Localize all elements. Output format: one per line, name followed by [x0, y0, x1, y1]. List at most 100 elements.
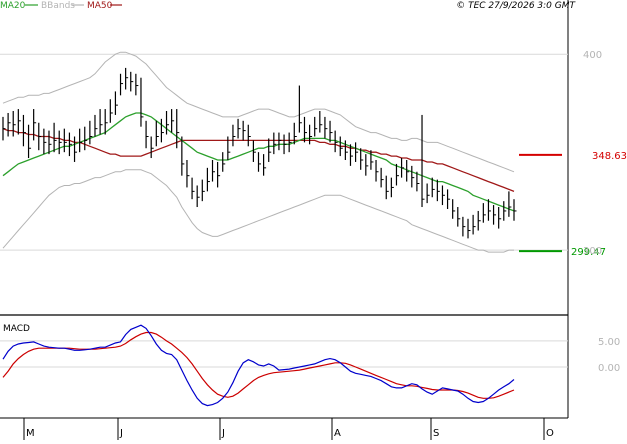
price-tick-label: 400 [583, 50, 602, 61]
month-label: J [119, 428, 123, 439]
price-bar [278, 132, 282, 151]
price-bar [467, 218, 471, 239]
price-bar [94, 114, 98, 137]
price-bar [452, 199, 456, 219]
price-bar [89, 120, 93, 145]
price-bar [268, 138, 272, 162]
price-bar [252, 140, 256, 162]
price-bar [426, 183, 430, 204]
price-bar [145, 120, 149, 149]
price-bar [73, 136, 78, 162]
price-bar [344, 140, 348, 160]
price-bar [181, 136, 185, 176]
bband-lower-line [2, 169, 514, 253]
price-bar [217, 161, 221, 188]
price-bar [125, 67, 129, 90]
price-bar [482, 203, 486, 223]
price-bar [109, 99, 113, 123]
price-bar [309, 124, 313, 145]
legend-ma20-label: MA20 [0, 1, 26, 11]
month-label: M [26, 428, 35, 439]
price-bar [257, 152, 261, 172]
price-bar [43, 128, 47, 155]
ma50-line [2, 127, 515, 193]
month-label: A [334, 428, 341, 439]
price-bar [114, 91, 118, 115]
price-bar [227, 136, 231, 160]
price-bar [33, 109, 37, 141]
price-bar [206, 167, 210, 192]
price-bar [171, 109, 175, 133]
price-bar [498, 207, 502, 229]
price-bar [165, 111, 170, 135]
price-bar [487, 199, 491, 221]
copyright-text: © TEC 27/9/2026 3:0 GMT [456, 1, 576, 11]
level-marker-label: 348.63 [592, 151, 627, 162]
price-bar [436, 179, 440, 202]
price-bar [421, 114, 425, 208]
price-bar [155, 120, 159, 147]
price-bar [472, 214, 476, 235]
price-bar [63, 128, 67, 153]
bband-upper-line [2, 51, 515, 173]
legend: MA20 BBands MA50 [0, 1, 122, 11]
price-bar [303, 116, 307, 143]
price-bar [232, 124, 236, 147]
price-bar [150, 136, 154, 159]
macd-tick-label: 5.00 [598, 337, 620, 348]
price-bar [58, 130, 62, 155]
month-label: J [221, 428, 225, 439]
ma20-line [2, 112, 515, 212]
macd-tick-label: 0.00 [598, 363, 620, 374]
price-bar [395, 163, 399, 186]
price-bar [140, 77, 144, 127]
price-bar [334, 130, 338, 153]
price-bar [400, 158, 405, 178]
price-bar [411, 165, 415, 188]
price-bar [99, 109, 103, 135]
price-bar [135, 73, 139, 96]
price-bar [160, 118, 164, 143]
price-bar [211, 160, 216, 182]
price-bar [339, 136, 343, 157]
price-bar [370, 150, 374, 170]
price-bar [104, 109, 108, 135]
price-bar [503, 201, 507, 221]
price-bar [79, 128, 83, 153]
price-bar [201, 179, 205, 202]
price-bar [68, 132, 72, 157]
price-bar [53, 122, 57, 153]
price-bar [84, 126, 88, 151]
price-bar [273, 132, 277, 155]
price-bar [298, 85, 302, 133]
price-bar [263, 154, 267, 176]
price-bar [176, 109, 180, 149]
month-label: O [546, 428, 554, 439]
price-bar [324, 116, 328, 139]
price-bar [17, 109, 21, 135]
price-bar [380, 167, 384, 188]
price-bar [319, 111, 323, 133]
price-bar [186, 160, 190, 188]
price-bar [191, 177, 195, 200]
price-bar [119, 73, 124, 96]
price-bar [242, 120, 246, 141]
price-bar [314, 116, 318, 137]
level-marker-label: 299.47 [571, 247, 606, 258]
macd-label: MACD [3, 324, 30, 334]
price-bar [7, 112, 11, 137]
price-bar [288, 132, 292, 153]
price-bar [446, 189, 451, 209]
price-bar [293, 122, 297, 145]
price-bar [390, 177, 394, 198]
price-bar [130, 71, 134, 92]
price-bar [513, 199, 517, 221]
price-bar [48, 130, 52, 155]
price-bar [38, 122, 42, 151]
price-bar [365, 154, 369, 176]
price-bar [237, 118, 241, 139]
price-bar [12, 111, 16, 137]
macd-line [2, 324, 515, 407]
price-bar [222, 152, 226, 172]
